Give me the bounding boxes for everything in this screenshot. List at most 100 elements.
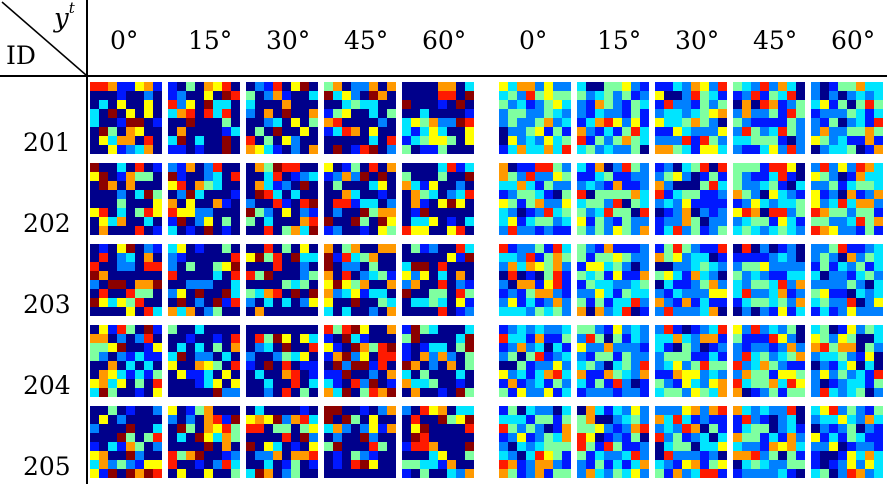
heatmap-cell	[664, 91, 674, 101]
heatmap-cell	[820, 100, 830, 110]
heatmap-cell	[874, 91, 883, 101]
heatmap-cell	[691, 109, 701, 119]
heatmap-cell	[829, 307, 839, 316]
heatmap-cell	[655, 91, 665, 101]
heatmap-cell	[282, 127, 292, 137]
heatmap-cell	[604, 469, 614, 478]
heatmap-cell	[847, 118, 857, 128]
heatmap-cell	[195, 172, 205, 182]
heatmap-cell	[168, 262, 178, 272]
heatmap-cell	[255, 424, 265, 434]
heatmap-cell	[195, 406, 205, 416]
heatmap-cell	[369, 334, 379, 344]
heatmap-cell	[682, 271, 692, 281]
heatmap-cell	[586, 361, 596, 371]
heatmap-cell	[673, 460, 683, 470]
heatmap-cell	[829, 82, 839, 92]
heatmap-cell	[264, 226, 274, 235]
heatmap-cell	[117, 370, 127, 380]
heatmap-cell	[291, 82, 301, 92]
heatmap-cell	[342, 127, 352, 137]
heatmap-cell	[553, 136, 563, 146]
heatmap-cell	[856, 361, 866, 371]
heatmap-cell	[829, 415, 839, 425]
heatmap-cell	[153, 334, 162, 344]
heatmap-cell	[351, 325, 361, 335]
heatmap-cell	[847, 244, 857, 254]
heatmap-cell	[577, 91, 587, 101]
heatmap-cell	[324, 415, 334, 425]
heatmap-cell	[811, 424, 821, 434]
heatmap-cell	[829, 181, 839, 191]
heatmap-cell	[204, 298, 214, 308]
heatmap-cell	[811, 127, 821, 137]
heatmap-cell	[90, 451, 100, 461]
heatmap-cell	[99, 244, 109, 254]
heatmap-cell	[300, 100, 310, 110]
heatmap-cell	[631, 226, 641, 235]
heatmap-cell	[544, 163, 554, 173]
heatmap-cell	[195, 190, 205, 200]
heatmap-cell	[856, 163, 866, 173]
heatmap-cell	[291, 307, 301, 316]
heatmap-cell	[829, 298, 839, 308]
heatmap-cell	[586, 217, 596, 227]
heatmap-cell	[820, 325, 830, 335]
heatmap-cell	[595, 127, 605, 137]
heatmap-cell	[447, 172, 457, 182]
heatmap-cell	[420, 82, 430, 92]
heatmap-cell	[333, 208, 343, 218]
heatmap-cell	[640, 460, 649, 470]
heatmap-cell	[499, 442, 509, 452]
heatmap-cell	[447, 145, 457, 154]
heatmap-cell	[273, 271, 283, 281]
heatmap-cell	[535, 343, 545, 353]
heatmap-cell	[456, 379, 466, 389]
heatmap-cell	[562, 226, 571, 235]
heatmap-cell	[631, 271, 641, 281]
heatmap-cell	[402, 343, 412, 353]
heatmap-cell	[351, 118, 361, 128]
heatmap-cell	[544, 370, 554, 380]
heatmap-cell	[135, 271, 145, 281]
heatmap-cell	[874, 388, 883, 397]
heatmap-cell	[360, 406, 370, 416]
heatmap-cell	[595, 244, 605, 254]
heatmap-cell	[135, 82, 145, 92]
heatmap-cell	[438, 145, 448, 154]
heatmap-cell	[811, 262, 821, 272]
heatmap-cell	[360, 217, 370, 227]
heatmap-cell	[177, 145, 187, 154]
heatmap-cell	[324, 442, 334, 452]
heatmap-cell	[526, 82, 536, 92]
heatmap-cell	[586, 433, 596, 443]
heatmap-cell	[333, 127, 343, 137]
heatmap-cell	[577, 118, 587, 128]
heatmap-cell	[342, 343, 352, 353]
heatmap-cell	[760, 325, 770, 335]
heatmap-cell	[333, 172, 343, 182]
heatmap-cell	[351, 361, 361, 371]
heatmap-cell	[204, 379, 214, 389]
heatmap-cell	[378, 226, 388, 235]
heatmap-cell	[655, 82, 665, 92]
heatmap-cell	[733, 127, 743, 137]
heatmap-cell	[733, 388, 743, 397]
heatmap-cell	[465, 217, 474, 227]
heatmap-cell	[535, 82, 545, 92]
heatmap-cell	[222, 289, 232, 299]
heatmap-cell	[324, 379, 334, 389]
heatmap-cell	[411, 145, 421, 154]
heatmap-cell	[324, 172, 334, 182]
heatmap-cell	[796, 442, 805, 452]
heatmap-cell	[499, 226, 509, 235]
heatmap-cell	[535, 271, 545, 281]
heatmap-cell	[856, 325, 866, 335]
heatmap-cell	[300, 388, 310, 397]
heatmap-cell	[664, 262, 674, 272]
heatmap-cell	[195, 100, 205, 110]
heatmap-cell	[811, 82, 821, 92]
col-header-right-15: 15°	[597, 26, 642, 55]
heatmap-cell	[144, 190, 154, 200]
heatmap-cell	[213, 451, 223, 461]
